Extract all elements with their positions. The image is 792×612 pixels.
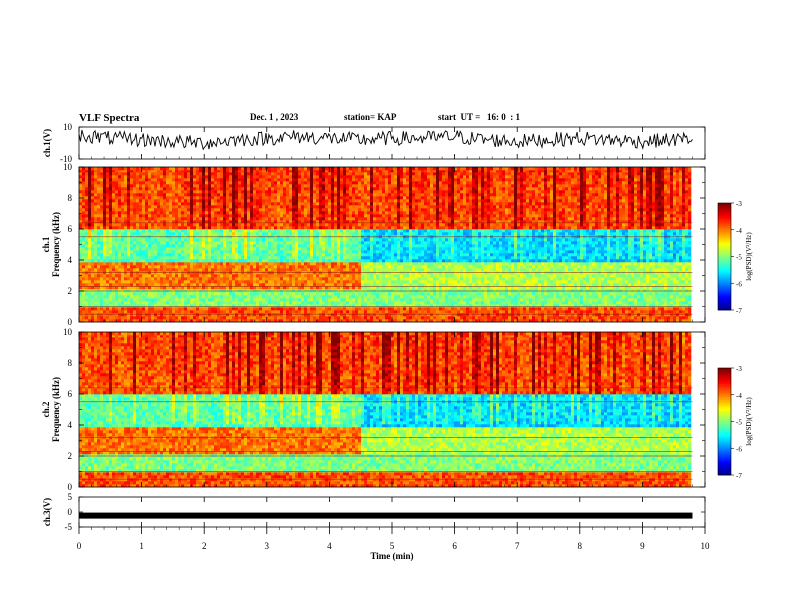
x-tick-label: 3 <box>265 541 270 551</box>
x-axis-label: Time (min) <box>370 551 413 561</box>
chart-title: VLF Spectra <box>79 112 139 124</box>
ch3-waveform-trace <box>79 512 693 519</box>
y-tick-label: 8 <box>68 358 73 368</box>
x-tick-label: 2 <box>202 541 207 551</box>
y-tick-label: -10 <box>60 154 72 164</box>
x-tick-label: 8 <box>578 541 583 551</box>
station-label: station= KAP <box>344 112 396 122</box>
y-tick-label: 4 <box>68 420 73 430</box>
y-tick-label: -5 <box>65 522 73 532</box>
y-tick-label: 2 <box>68 451 73 461</box>
ch1-waveform-frame <box>78 126 706 160</box>
ch1-waveform-trace <box>78 129 693 151</box>
y-tick-label: 0 <box>68 507 73 517</box>
colorbar-label: log(PSD)(V²/Hz) <box>745 397 753 446</box>
x-tick-label: 0 <box>77 541 82 551</box>
x-tick-label: 6 <box>452 541 457 551</box>
x-tick-label: 4 <box>327 541 332 551</box>
colorbar-tick-label: -5 <box>736 419 742 427</box>
y-axis-label-frequency: Frequency (kHz) <box>51 212 61 277</box>
colorbar-ch1 <box>718 203 731 311</box>
colorbar-tick-label: -4 <box>736 392 742 400</box>
colorbar-ch2 <box>718 368 731 476</box>
ch3-waveform-y-axis-label: ch.3(V) <box>42 498 52 526</box>
y-tick-label: 6 <box>68 389 73 399</box>
colorbar-label: log(PSD)(V²/Hz) <box>745 232 753 281</box>
date-label: Dec. 1 , 2023 <box>250 112 298 122</box>
y-tick-label: 10 <box>63 162 73 172</box>
spectrogram-ch1 <box>79 167 692 323</box>
y-tick-label: 0 <box>68 317 73 327</box>
y-tick-label: 2 <box>68 286 73 296</box>
colorbar-tick-label: -7 <box>736 307 742 315</box>
y-tick-label: 10 <box>63 327 73 337</box>
start-time-label: start UT = 16: 0 : 1 <box>438 112 520 122</box>
colorbar-tick-label: -5 <box>736 254 742 262</box>
y-axis-label-channel: ch.2 <box>41 401 51 417</box>
y-tick-label: 0 <box>68 482 73 492</box>
x-tick-label: 10 <box>701 541 711 551</box>
y-tick-label: 5 <box>68 492 73 502</box>
y-tick-label: 10 <box>63 122 73 132</box>
y-tick-label: 8 <box>68 193 73 203</box>
x-tick-label: 1 <box>139 541 144 551</box>
y-tick-label: 6 <box>68 224 73 234</box>
colorbar-tick-label: -7 <box>736 472 742 480</box>
spectrogram-ch2 <box>79 332 692 488</box>
colorbar-tick-label: -3 <box>736 365 742 373</box>
colorbar-tick-label: -3 <box>736 200 742 208</box>
colorbar-tick-label: -6 <box>736 445 742 453</box>
x-tick-label: 5 <box>390 541 395 551</box>
y-tick-label: 4 <box>68 255 73 265</box>
x-tick-label: 7 <box>515 541 520 551</box>
ch1-waveform-y-axis-label: ch.1(V) <box>42 129 52 157</box>
x-tick-label: 9 <box>640 541 645 551</box>
y-axis-label-frequency: Frequency (kHz) <box>51 377 61 442</box>
colorbar-tick-label: -4 <box>736 227 742 235</box>
y-axis-label-channel: ch.1 <box>41 236 51 252</box>
colorbar-tick-label: -6 <box>736 280 742 288</box>
